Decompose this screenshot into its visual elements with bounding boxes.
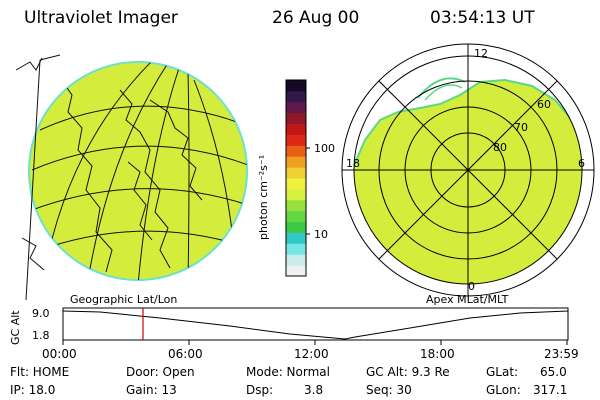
colorbar-step [286, 156, 306, 168]
mlt-label-0: 0 [468, 280, 475, 293]
colorbar-tick-100: 100 [314, 142, 335, 155]
glat-value: 65.0 [540, 365, 567, 379]
alt-plot-xtick: 18:00 [420, 347, 455, 361]
altitude-plot [62, 307, 569, 345]
gc-altitude: GC Alt: 9.3 Re [366, 365, 450, 379]
alt-plot-xtick: 00:00 [42, 347, 77, 361]
alt-plot-xtick: 06:00 [168, 347, 203, 361]
colorbar-step [286, 254, 306, 266]
colorbar-tick-10: 10 [314, 228, 328, 241]
polar-image [341, 43, 595, 297]
mlat-label-60: 60 [537, 98, 551, 111]
date-readout: 26 Aug 00 [272, 8, 360, 28]
mlat-label-80: 80 [493, 141, 507, 154]
colorbar-step [286, 134, 306, 146]
alt-plot-ylabel: GC Alt [9, 310, 22, 345]
gain-value: Gain: 13 [126, 383, 177, 397]
colorbar-step [286, 145, 306, 157]
glon-label: GLon: [486, 383, 521, 397]
colorbar [286, 80, 306, 277]
mlt-label-6: 6 [578, 157, 585, 170]
flight-status: Flt: HOME [10, 365, 70, 379]
mode-status: Mode: Normal [246, 365, 330, 379]
sequence-value: Seq: 30 [366, 383, 412, 397]
mlt-label-18: 18 [346, 157, 360, 170]
colorbar-step [286, 112, 306, 125]
right-panel-label: Apex MLat/MLT [426, 293, 509, 306]
colorbar-step [286, 188, 306, 201]
glon-value: 317.1 [533, 383, 568, 397]
colorbar-step [286, 101, 306, 114]
door-status: Door: Open [126, 365, 195, 379]
colorbar-step [286, 90, 306, 103]
colorbar-step [286, 265, 306, 277]
alt-plot-ymax: 9.0 [32, 307, 50, 320]
dsp-label: Dsp: [246, 383, 274, 397]
colorbar-step [286, 210, 306, 223]
colorbar-step [286, 199, 306, 212]
colorbar-step [286, 80, 306, 92]
alt-plot-ymin: 1.8 [32, 329, 50, 342]
time-readout: 03:54:13 UT [430, 8, 535, 28]
colorbar-step [286, 178, 306, 190]
colorbar-unit: photon cm⁻²s⁻¹ [257, 154, 270, 240]
colorbar-frame [285, 79, 307, 277]
colorbar-step [286, 243, 306, 255]
colorbar-step [286, 221, 306, 233]
alt-plot-xtick: 12:00 [294, 347, 329, 361]
left-panel-label: Geographic Lat/Lon [70, 293, 178, 306]
app-title: Ultraviolet Imager [24, 8, 178, 28]
glat-label: GLat: [486, 365, 519, 379]
geographic-image [15, 54, 248, 301]
colorbar-step [286, 167, 306, 179]
ip-value: IP: 18.0 [10, 383, 56, 397]
mlat-label-70: 70 [514, 121, 528, 134]
dsp-value: 3.8 [304, 383, 324, 397]
colorbar-step [286, 232, 306, 244]
alt-plot-xtick: 23:59 [544, 347, 579, 361]
colorbar-step [286, 123, 306, 135]
mlt-label-12: 12 [474, 47, 488, 60]
